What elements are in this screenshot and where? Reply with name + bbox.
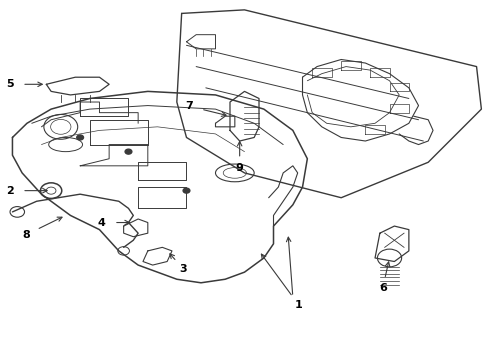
Text: 9: 9 xyxy=(235,163,243,172)
Text: 4: 4 xyxy=(98,217,105,228)
Text: 7: 7 xyxy=(185,101,193,111)
Circle shape xyxy=(183,188,189,193)
Circle shape xyxy=(77,135,83,140)
Text: 2: 2 xyxy=(6,186,14,195)
Text: 6: 6 xyxy=(378,283,386,293)
Text: 1: 1 xyxy=(294,300,302,310)
Circle shape xyxy=(125,149,132,154)
Text: 3: 3 xyxy=(180,264,187,274)
Text: 5: 5 xyxy=(6,79,14,89)
Text: 8: 8 xyxy=(22,230,30,239)
